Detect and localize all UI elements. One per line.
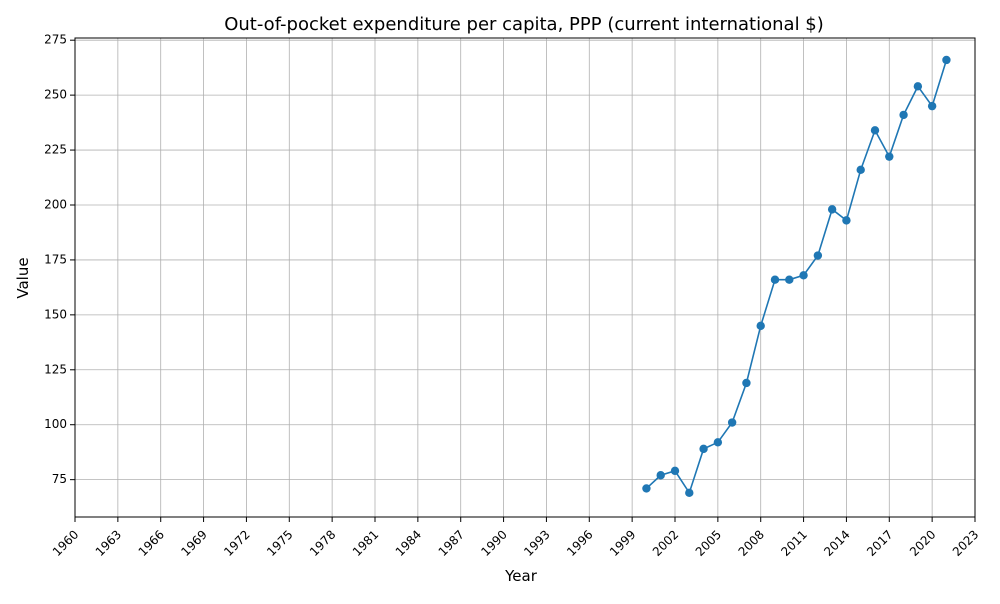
data-point — [742, 378, 751, 388]
labels: Out-of-pocket expenditure per capita, PP… — [14, 14, 824, 585]
x-tick-label: 1963 — [93, 527, 124, 558]
x-tick-label: 1981 — [350, 527, 381, 558]
data-point — [813, 251, 823, 260]
data-point — [770, 275, 780, 284]
x-tick-label: 2020 — [907, 527, 938, 558]
x-tick-label: 1972 — [221, 527, 252, 558]
data-point — [785, 275, 794, 284]
y-tick-label: 150 — [44, 307, 67, 321]
data-point — [642, 484, 651, 493]
data-point — [799, 271, 808, 280]
x-tick-label: 2017 — [864, 527, 895, 558]
x-tick-label: 1966 — [136, 527, 167, 558]
x-tick-label: 2008 — [736, 527, 767, 558]
y-tick-label: 275 — [44, 33, 67, 47]
data-point — [699, 444, 708, 454]
y-tick-label: 100 — [44, 417, 67, 431]
x-tick-label: 1969 — [178, 527, 209, 558]
data-point — [870, 126, 880, 135]
y-tick-label: 225 — [44, 143, 67, 157]
x-tick-label: 1978 — [307, 527, 338, 558]
data-point — [942, 55, 951, 65]
data-point — [885, 152, 894, 161]
x-tick-label: 1996 — [564, 527, 595, 558]
x-tick-label: 2005 — [693, 527, 724, 558]
data-point — [899, 110, 908, 120]
y-tick-label: 250 — [44, 88, 67, 102]
data-point — [913, 82, 923, 91]
x-tick-label: 2023 — [950, 527, 981, 558]
x-axis-label: Year — [504, 567, 538, 585]
data-point — [827, 205, 837, 214]
y-tick-label: 75 — [52, 472, 67, 486]
data-point — [856, 165, 865, 175]
x-tick-label: 1993 — [521, 527, 552, 558]
x-tick-label: 2002 — [650, 527, 681, 558]
data-point — [756, 321, 765, 331]
data-point — [685, 488, 694, 498]
x-tick-label: 1984 — [393, 527, 424, 558]
data-point — [670, 466, 680, 476]
x-tick-label: 1975 — [264, 527, 295, 558]
chart-title: Out-of-pocket expenditure per capita, PP… — [224, 14, 824, 35]
data-point — [927, 101, 937, 111]
series-group — [642, 55, 951, 498]
x-tick-label: 2014 — [821, 527, 852, 558]
plot-frame — [74, 37, 976, 518]
x-tick-label: 2011 — [778, 527, 809, 558]
x-tick-label: 1999 — [607, 527, 638, 558]
data-point — [656, 471, 665, 480]
x-tick-label: 1990 — [478, 527, 509, 558]
data-point — [842, 216, 851, 225]
y-axis-label: Value — [14, 257, 32, 298]
y-tick-label: 200 — [44, 197, 67, 211]
y-tick-label: 125 — [44, 362, 67, 376]
x-tick-label: 1987 — [436, 527, 467, 558]
data-point — [727, 418, 737, 427]
x-tick-label: 1960 — [50, 527, 81, 558]
data-point — [713, 438, 723, 447]
series-line — [645, 59, 948, 495]
y-tick-label: 175 — [44, 252, 67, 266]
grid — [74, 38, 976, 517]
